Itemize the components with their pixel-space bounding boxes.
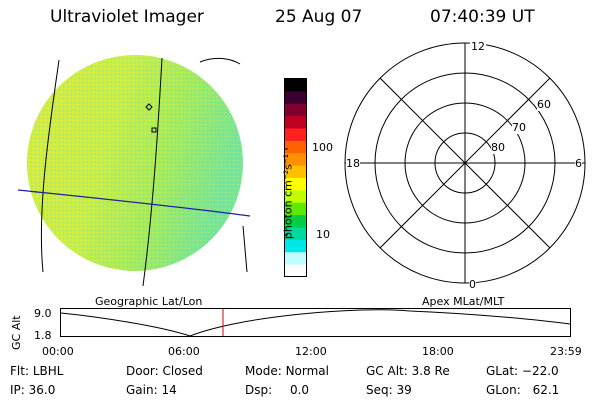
geo-panel-label: Geographic Lat/Lon: [95, 295, 203, 308]
colorbar-band: [285, 239, 307, 253]
geo-gridline: [142, 57, 163, 287]
info-door: Door: Closed: [126, 364, 203, 378]
colorbar-band: [285, 202, 307, 216]
colorbar-band: [285, 252, 307, 266]
colorbar-unit-label: photon cm⁻²s⁻¹: [281, 153, 295, 240]
uv-image-geographic: [17, 55, 251, 287]
info-ip: IP: 36.0: [10, 383, 56, 397]
colorbar-band: [285, 91, 307, 105]
colorbar-band: [285, 140, 307, 154]
mlt-label-12: 12: [470, 40, 486, 53]
altitude-plot: [60, 308, 571, 337]
mlt-label-18: 18: [346, 157, 360, 170]
colorbar-band: [285, 165, 307, 179]
colorbar-band: [285, 227, 307, 241]
date-readout: 25 Aug 07: [275, 7, 363, 27]
colorbar-tick-100: 100: [312, 141, 333, 154]
geo-gridline: [40, 59, 60, 273]
info-glon: GLon: 62.1: [486, 383, 560, 397]
altitude-xtick: 06:00: [168, 345, 200, 358]
colorbar-band: [285, 128, 307, 142]
polar-plot: [344, 42, 586, 284]
colorbar-band: [285, 178, 307, 191]
colorbar-band: [285, 215, 307, 228]
altitude-ytick-9: 9.0: [34, 307, 52, 320]
colorbar-band: [285, 79, 307, 92]
colorbar: [284, 78, 307, 278]
mlt-label-6: 6: [575, 157, 582, 170]
time-readout: 07:40:39 UT: [430, 7, 535, 27]
lat-label-80: 80: [491, 141, 505, 154]
altitude-ylabel: GC Alt: [10, 315, 23, 350]
info-gc-alt: GC Alt: 3.8 Re: [366, 364, 450, 378]
altitude-xtick: 18:00: [422, 345, 454, 358]
info-flt: Flt: LBHL: [10, 364, 64, 378]
colorbar-tick-10: 10: [316, 228, 330, 241]
info-mode: Mode: Normal: [245, 364, 329, 378]
colorbar-band: [285, 116, 307, 129]
colorbar-band: [285, 190, 307, 204]
colorbar-band: [285, 153, 307, 167]
polar-panel-label: Apex MLat/MLT: [422, 295, 505, 308]
lat-label-70: 70: [512, 121, 526, 134]
altitude-xtick: 23:59: [550, 345, 582, 358]
info-gain: Gain: 14: [126, 383, 177, 397]
colorbar-band: [285, 103, 307, 117]
app-title: Ultraviolet Imager: [50, 7, 204, 27]
lat-label-60: 60: [537, 98, 551, 111]
mlt-label-0: 0: [469, 278, 476, 291]
info-dsp: Dsp: 0.0: [245, 383, 310, 397]
altitude-curve: [60, 309, 571, 337]
altitude-ytick-1-8: 1.8: [34, 329, 52, 342]
info-glat: GLat: −22.0: [486, 364, 559, 378]
colorbar-band: [285, 264, 307, 278]
info-seq: Seq: 39: [366, 383, 412, 397]
altitude-xtick: 12:00: [295, 345, 327, 358]
geo-gridline: [17, 189, 251, 217]
altitude-xtick: 00:00: [42, 345, 74, 358]
